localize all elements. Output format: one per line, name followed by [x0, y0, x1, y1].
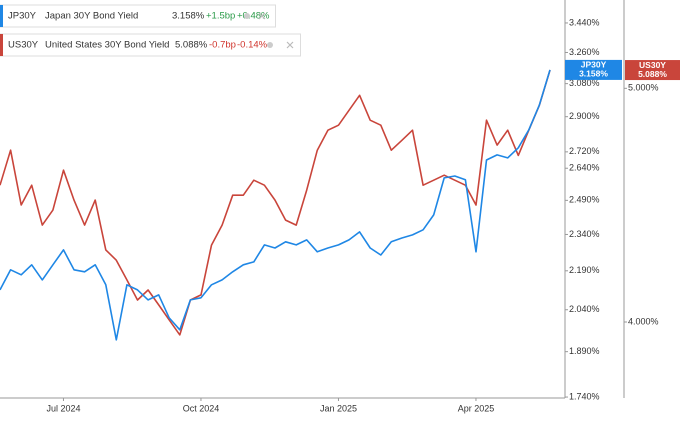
legend-description: Japan 30Y Bond Yield — [45, 11, 138, 22]
remove-icon[interactable] — [286, 41, 294, 49]
y-tick-label: 2.720% — [569, 146, 600, 156]
legend-swatch — [0, 34, 3, 56]
y-tick-label: 1.890% — [569, 346, 600, 356]
y-tick-label: 3.440% — [569, 17, 600, 27]
price-tag-name: JP30Y — [581, 60, 607, 70]
legend-item: US30Y United States 30Y Bond Yield 5.088% -… — [0, 33, 301, 57]
visibility-icon[interactable] — [244, 13, 250, 19]
y-tick-label: 2.900% — [569, 111, 600, 121]
x-tick-label: Oct 2024 — [183, 403, 220, 413]
y2-tick-label: 5.000% — [628, 83, 659, 93]
legend-item: JP30Y Japan 30Y Bond Yield 3.158% +1.5bp +0.… — [0, 4, 276, 28]
legend-change-pct: +0.48% — [237, 11, 270, 22]
legend-description: United States 30Y Bond Yield — [45, 40, 169, 51]
price-tag-value: 5.088% — [638, 69, 667, 79]
legend-symbol: JP30Y — [8, 11, 37, 22]
price-tag-name: US30Y — [639, 60, 666, 70]
y2-tick-label: 4.000% — [628, 316, 659, 326]
legend-change: +1.5bp — [206, 11, 235, 22]
price-tag-box — [625, 60, 680, 81]
y-tick-label: 1.740% — [569, 391, 600, 401]
remove-icon[interactable] — [258, 12, 266, 20]
legend-change: -0.7bp — [209, 40, 236, 51]
price-tag-value: 3.158% — [579, 69, 608, 79]
y-tick-label: 2.490% — [569, 195, 600, 205]
x-tick-label: Jul 2024 — [46, 403, 80, 413]
x-tick-label: Apr 2025 — [458, 403, 495, 413]
line-series — [0, 69, 551, 336]
price-tag-box — [565, 59, 622, 80]
line-series — [0, 69, 551, 341]
x-tick-label: Jan 2025 — [320, 403, 357, 413]
y-tick-label: 2.190% — [569, 265, 600, 275]
legend-last: 5.088% — [175, 40, 208, 51]
legend-swatch — [0, 5, 3, 27]
visibility-icon[interactable] — [267, 42, 273, 48]
y-tick-label: 3.080% — [569, 78, 600, 88]
legend-symbol: US30Y — [8, 40, 39, 51]
y-tick-label: 2.340% — [569, 229, 600, 239]
legend-change-pct: -0.14% — [237, 40, 268, 51]
y-tick-label: 3.260% — [569, 47, 600, 57]
y-tick-label: 2.040% — [569, 304, 600, 314]
legend-last: 3.158% — [172, 11, 205, 22]
y-tick-label: 2.640% — [569, 163, 600, 173]
